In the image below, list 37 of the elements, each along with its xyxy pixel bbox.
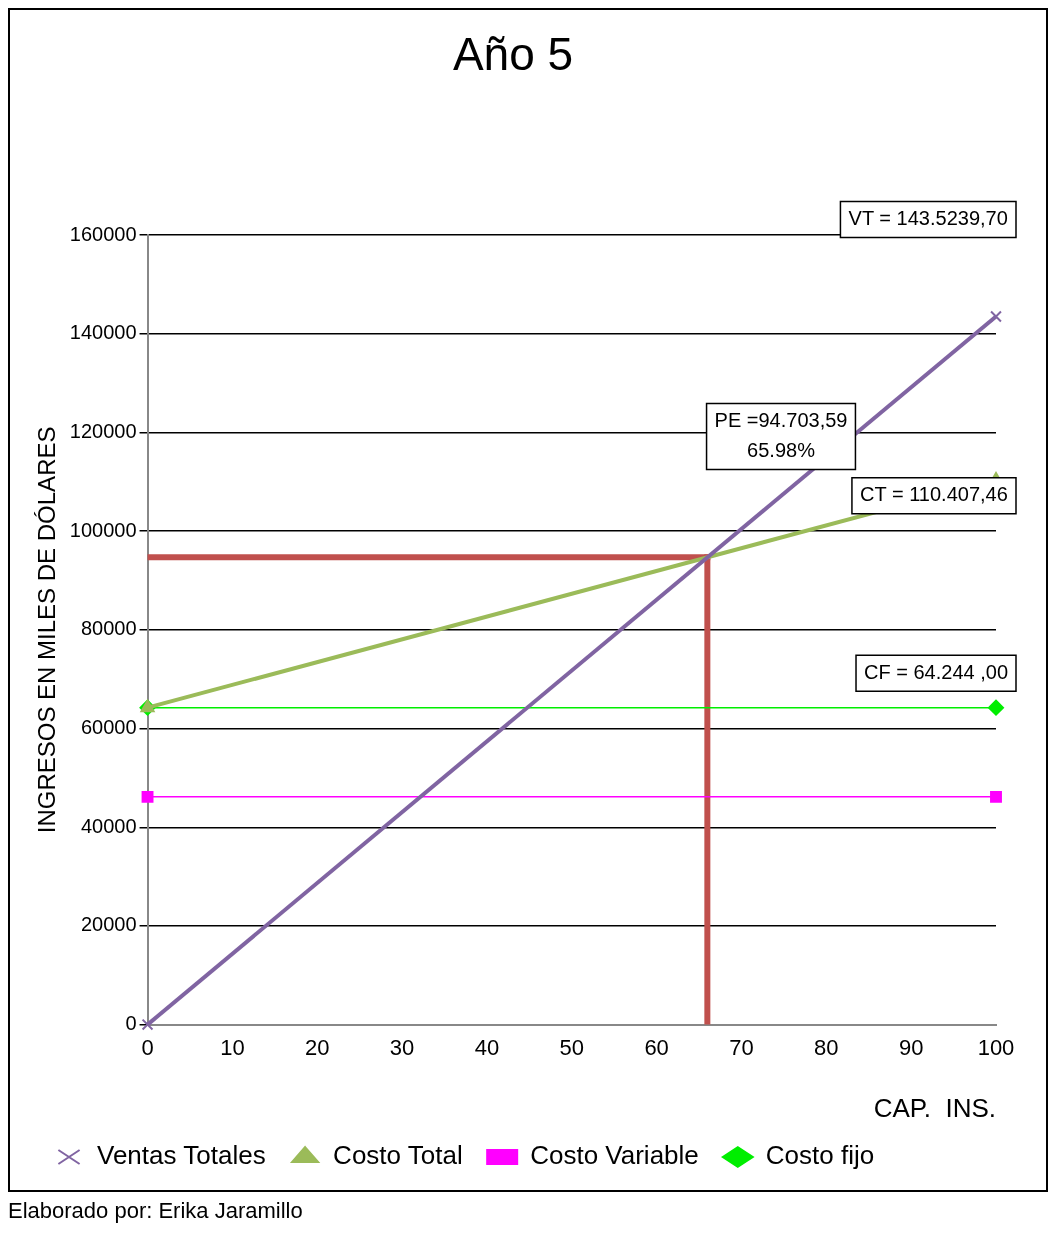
x-tick-label: 90 (898, 1034, 924, 1060)
annotation: PE =94.703,59 65.98% (714, 409, 848, 462)
y-tick-label: 80000 (80, 617, 137, 640)
point (990, 790, 1002, 803)
point (988, 699, 1004, 716)
point (990, 310, 1002, 323)
x-tick-label: 50 (559, 1034, 585, 1060)
x-tick-label: 100 (977, 1034, 1015, 1060)
point (141, 790, 154, 803)
x-tick-label: 70 (729, 1034, 754, 1060)
y-tick-label: 140000 (69, 321, 137, 344)
y-tick-label: 20000 (80, 913, 137, 936)
legend-label: Costo Variable (530, 1140, 699, 1171)
y-tick-label: 40000 (80, 814, 137, 837)
x-tick-label: 20 (304, 1034, 330, 1060)
legend-label: Ventas Totales (97, 1140, 266, 1171)
y-tick-label: 100000 (69, 518, 137, 541)
y-tick-label: 0 (125, 1012, 137, 1035)
x-tick-label: 40 (474, 1034, 500, 1060)
chart-title: Año 5 (452, 28, 574, 81)
x-tick-label: 0 (141, 1034, 154, 1060)
x-tick-label: 10 (220, 1034, 245, 1060)
x-tick-label: 60 (644, 1034, 669, 1060)
y-tick-label: 60000 (80, 716, 137, 739)
annotation: CF = 64.244 ,00 (864, 660, 1008, 683)
y-tick-label: 120000 (69, 420, 137, 443)
text: VT = 143.5239,70 (848, 206, 1008, 229)
x-axis-title: CAP. INS. (873, 1093, 996, 1124)
legend-label: Costo Total (333, 1140, 463, 1171)
x-tick-label: 30 (389, 1034, 415, 1060)
y-tick-label: 160000 (69, 222, 137, 245)
point (141, 1018, 154, 1031)
y-axis-title: INGRESOS EN MILES DE DÓLARES (33, 426, 61, 834)
legend-label: Costo fijo (765, 1140, 875, 1171)
x-tick-label: 80 (814, 1034, 839, 1060)
annotation: CT = 110.407,46 (860, 483, 1008, 506)
text: Elaborado por: Erika Jaramillo (8, 1198, 304, 1224)
